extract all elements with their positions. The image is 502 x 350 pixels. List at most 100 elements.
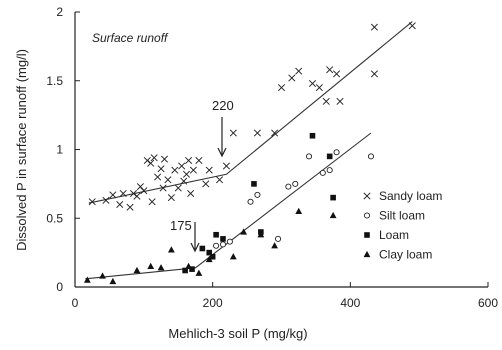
- point-clay-loam: [295, 207, 303, 214]
- point-sandy-loam: [271, 129, 279, 137]
- point-silt-loam: [285, 183, 292, 190]
- point-sandy-loam: [109, 191, 117, 199]
- point-loam: [199, 245, 206, 252]
- point-clay-loam: [133, 266, 141, 274]
- point-sandy-loam: [182, 170, 191, 178]
- point-sandy-loam: [222, 162, 230, 170]
- point-silt-loam: [326, 167, 333, 174]
- point-sandy-loam: [171, 166, 179, 174]
- point-sandy-loam: [308, 79, 317, 88]
- point-sandy-loam: [189, 166, 197, 174]
- point-sandy-loam: [202, 180, 210, 188]
- point-silt-loam: [333, 149, 340, 156]
- point-sandy-loam: [215, 176, 224, 184]
- point-clay-loam: [185, 262, 192, 269]
- point-sandy-loam: [288, 74, 296, 82]
- point-sandy-loam: [187, 189, 195, 198]
- point-clay-loam: [257, 231, 265, 238]
- point-silt-loam: [305, 153, 313, 160]
- point-clay-loam: [329, 211, 337, 219]
- axes: [74, 12, 488, 288]
- y-tick-label: 1.5: [46, 74, 63, 88]
- point-loam: [330, 194, 336, 201]
- legend-marker-sandy-loam: [363, 192, 371, 200]
- point-sandy-loam: [160, 155, 169, 163]
- point-silt-loam: [226, 238, 233, 245]
- point-sandy-loam: [180, 177, 188, 185]
- point-sandy-loam: [322, 97, 330, 105]
- point-sandy-loam: [408, 22, 416, 30]
- point-silt-loam: [219, 241, 227, 248]
- point-sandy-loam: [185, 156, 193, 165]
- point-sandy-loam: [178, 162, 186, 170]
- point-loam: [213, 231, 219, 238]
- x-tick-label: 400: [340, 296, 360, 310]
- point-loam: [220, 236, 226, 242]
- point-sandy-loam: [370, 70, 378, 78]
- breakpoint-arrowhead-175: [190, 242, 200, 253]
- point-clay-loam: [157, 264, 165, 271]
- point-sandy-loam: [164, 176, 172, 184]
- point-sandy-loam: [336, 97, 344, 105]
- point-clay-loam: [205, 255, 213, 263]
- legend-label-loam: Loam: [379, 228, 409, 242]
- x-tick-label: 600: [478, 296, 498, 310]
- point-sandy-loam: [315, 84, 323, 92]
- point-sandy-loam: [102, 196, 110, 204]
- point-loam: [251, 181, 257, 187]
- point-clay-loam: [99, 272, 106, 279]
- point-sandy-loam: [295, 67, 303, 75]
- point-sandy-loam: [147, 159, 155, 167]
- point-loam: [209, 253, 216, 260]
- point-sandy-loam: [148, 198, 156, 206]
- point-sandy-loam: [253, 129, 261, 137]
- y-tick-label: 1: [56, 143, 63, 157]
- point-sandy-loam: [159, 184, 167, 192]
- point-silt-loam: [367, 153, 375, 160]
- legend: Sandy loam Silt loam Loam Clay loam: [363, 189, 442, 262]
- point-sandy-loam: [277, 84, 286, 92]
- point-sandy-loam: [229, 129, 237, 137]
- data-points: [83, 22, 416, 285]
- point-sandy-loam: [174, 184, 182, 192]
- point-sandy-loam: [140, 187, 148, 195]
- x-axis-title: Mehlich-3 soil P (mg/kg): [168, 326, 307, 341]
- point-silt-loam: [254, 191, 261, 198]
- point-sandy-loam: [150, 154, 158, 162]
- point-sandy-loam: [119, 189, 127, 198]
- legend-label-clay-loam: Clay loam: [379, 248, 432, 262]
- point-sandy-loam: [116, 200, 124, 209]
- point-sandy-loam: [167, 194, 175, 202]
- point-silt-loam: [247, 198, 254, 205]
- point-sandy-loam: [205, 166, 213, 174]
- point-sandy-loam: [195, 156, 203, 165]
- point-loam: [182, 267, 188, 274]
- breakpoint-arrowhead-220: [217, 147, 227, 158]
- point-clay-loam: [229, 253, 237, 260]
- breakpoint-label-220: 220: [212, 98, 234, 113]
- annotations: 220 175: [170, 98, 234, 253]
- fit-line: [85, 132, 372, 280]
- point-loam: [326, 153, 333, 160]
- point-loam: [189, 266, 195, 272]
- x-tick-label: 200: [203, 296, 223, 310]
- y-axis-title: Dissolved P in surface runoff (mg/l): [14, 49, 29, 251]
- fit-lines: [85, 21, 413, 280]
- legend-marker-silt-loam: [363, 212, 371, 219]
- chart-subtitle: Surface runoff: [92, 31, 169, 45]
- point-sandy-loam: [370, 23, 378, 31]
- legend-marker-loam: [364, 232, 370, 238]
- point-clay-loam: [195, 269, 203, 276]
- point-sandy-loam: [326, 66, 334, 74]
- point-sandy-loam: [88, 198, 96, 206]
- point-sandy-loam: [154, 173, 162, 181]
- legend-label-silt-loam: Silt loam: [379, 209, 425, 223]
- y-tick-label: 0: [56, 280, 63, 294]
- y-ticks: 0 0.5 1 1.5 2: [46, 5, 80, 294]
- y-tick-label: 0.5: [46, 211, 63, 225]
- point-clay-loam: [109, 277, 117, 285]
- point-loam: [206, 249, 213, 256]
- legend-label-sandy-loam: Sandy loam: [379, 189, 442, 203]
